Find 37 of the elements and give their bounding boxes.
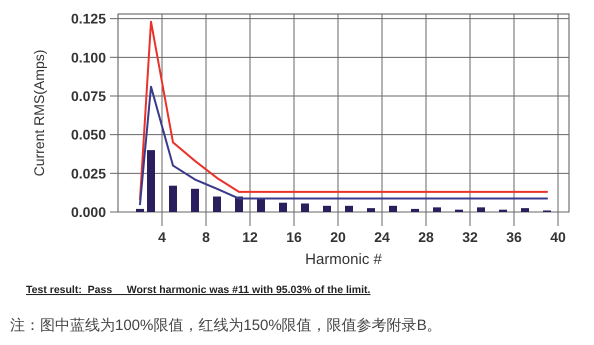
y-tick-label: 0.050 — [70, 126, 106, 143]
y-tick-label: 0.100 — [70, 49, 106, 66]
x-tick-label: 12 — [242, 229, 258, 245]
bar — [433, 207, 441, 212]
bar — [477, 207, 485, 212]
bar — [521, 208, 529, 212]
x-tick-label: 4 — [158, 229, 166, 245]
bar — [323, 206, 331, 212]
x-tick-label: 28 — [418, 229, 434, 245]
bar — [147, 150, 155, 212]
y-tick-label: 0.125 — [70, 10, 106, 27]
x-tick-label: 40 — [550, 229, 566, 245]
bar — [301, 203, 309, 212]
bar — [136, 208, 144, 212]
bar — [411, 208, 419, 212]
line-series — [139, 20, 548, 201]
bar — [279, 202, 287, 212]
bar — [367, 208, 375, 212]
bar — [345, 206, 353, 212]
y-tick-label: 0.000 — [70, 204, 106, 220]
text: 注：图中蓝线为100%限值，红线为150%限值，限值参考附录B。 — [10, 317, 442, 334]
bar — [169, 186, 177, 212]
bar — [213, 196, 221, 212]
x-tick-label: 8 — [202, 229, 210, 245]
x-axis-title: Harmonic # — [305, 251, 382, 268]
x-tick-label: 16 — [286, 229, 302, 245]
bar — [191, 188, 199, 212]
y-axis-title: Current RMS(Amps) — [31, 50, 47, 176]
line-series — [139, 86, 548, 206]
y-tick-label: 0.075 — [70, 88, 106, 104]
x-tick-label: 36 — [506, 229, 522, 245]
y-tick-label: 0.025 — [70, 165, 106, 182]
x-tick-label: 24 — [374, 229, 390, 245]
x-tick-label: 32 — [462, 229, 478, 245]
x-tick-label: 20 — [330, 229, 346, 245]
bar — [389, 206, 397, 212]
text: Test result: Pass Worst harmonic was #11 with 95.03% of the limit. — [26, 284, 371, 296]
